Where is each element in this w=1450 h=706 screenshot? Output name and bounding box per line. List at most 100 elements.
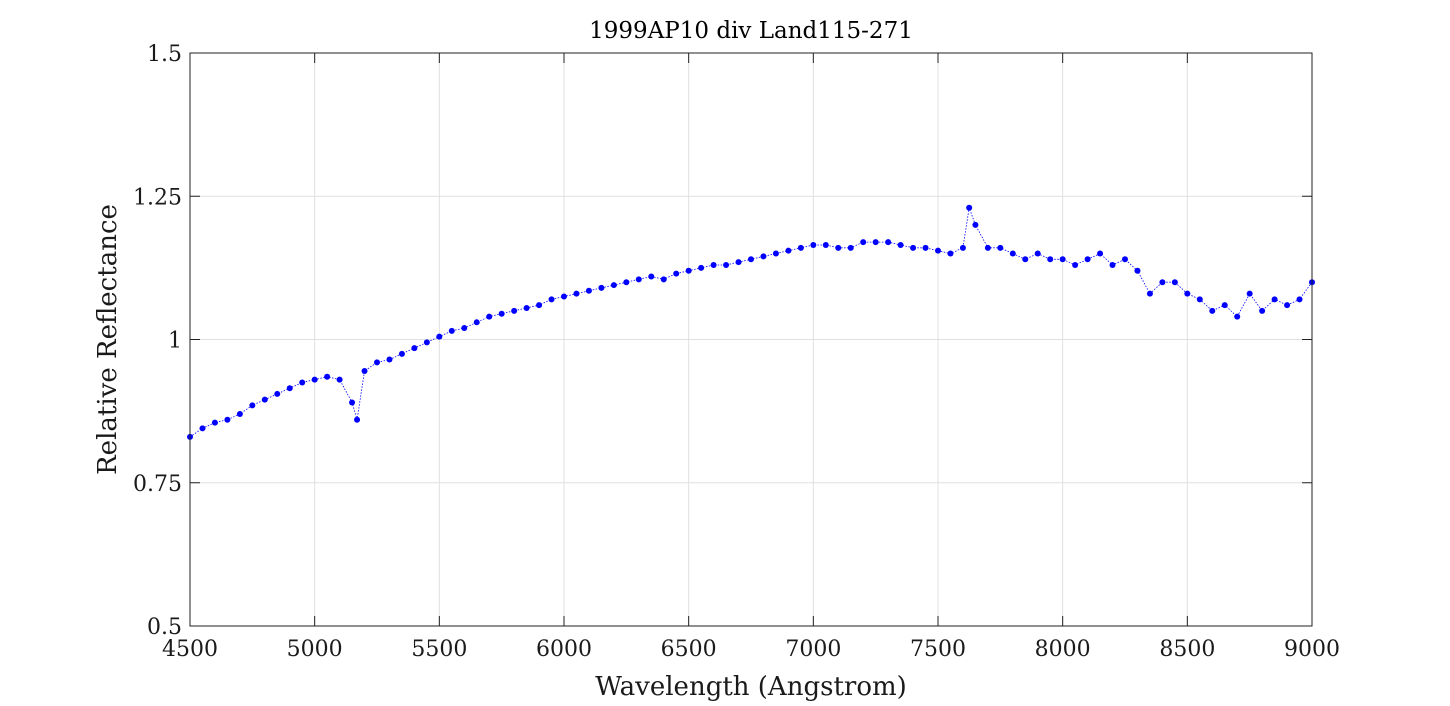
- data-point: [436, 333, 443, 340]
- y-axis-label: Relative Reflectance: [93, 204, 123, 475]
- data-point: [673, 270, 680, 277]
- data-point: [261, 396, 268, 403]
- data-point: [1122, 256, 1128, 263]
- data-point: [199, 425, 206, 432]
- data-point: [585, 287, 592, 294]
- data-point: [1209, 307, 1216, 314]
- y-tick-label: 1: [168, 329, 182, 354]
- data-point: [760, 253, 767, 260]
- data-point: [1246, 290, 1253, 297]
- x-tick-label: 6000: [536, 637, 592, 662]
- data-point: [1184, 290, 1191, 297]
- data-point: [423, 339, 430, 346]
- data-point: [386, 356, 393, 363]
- data-point: [349, 399, 356, 406]
- data-point: [1221, 302, 1228, 309]
- data-point: [897, 241, 904, 248]
- data-point: [623, 279, 630, 286]
- data-point: [935, 247, 941, 254]
- data-point: [785, 247, 792, 254]
- data-point: [548, 296, 555, 303]
- data-point: [1034, 250, 1041, 257]
- data-point: [635, 276, 642, 283]
- data-point: [286, 385, 293, 392]
- data-point: [910, 244, 917, 251]
- grid-lines: [189, 52, 1313, 627]
- data-point: [1234, 313, 1241, 320]
- data-point: [1047, 256, 1054, 263]
- x-axis-label: Wavelength (Angstrom): [595, 672, 907, 702]
- data-point: [772, 250, 779, 257]
- data-point: [1146, 290, 1153, 297]
- data-point: [1084, 256, 1091, 263]
- data-point: [411, 345, 418, 352]
- data-point: [561, 293, 567, 300]
- x-tick-label: 7500: [910, 637, 966, 662]
- data-point: [1059, 256, 1066, 263]
- axis-ticks: 4500 5000 5500 6000 6500 7000 7500 8000 8500 9000…: [133, 42, 1340, 662]
- data-point: [1072, 262, 1079, 269]
- x-tick-label: 4500: [162, 637, 218, 662]
- data-point: [710, 262, 717, 269]
- data-point: [847, 244, 854, 251]
- data-point: [573, 290, 580, 297]
- data-point: [984, 244, 991, 251]
- data-point: [448, 327, 455, 334]
- data-point: [511, 307, 518, 314]
- x-tick-label: 5000: [287, 637, 343, 662]
- data-point: [1171, 279, 1178, 286]
- data-point: [324, 373, 331, 380]
- data-point: [1109, 262, 1116, 269]
- data-point: [398, 350, 405, 357]
- data-point: [922, 244, 929, 251]
- data-point: [354, 416, 361, 423]
- data-point: [698, 264, 705, 271]
- data-point: [997, 244, 1004, 251]
- data-point: [810, 241, 817, 248]
- data-point: [1296, 296, 1303, 303]
- x-tick-label: 7000: [785, 637, 841, 662]
- data-point: [299, 379, 306, 386]
- data-point: [1097, 250, 1104, 257]
- data-point: [885, 239, 892, 246]
- data-point: [598, 284, 605, 291]
- data-point: [336, 376, 343, 383]
- data-point: [872, 239, 879, 246]
- data-point: [972, 221, 979, 228]
- y-tick-label: 0.75: [133, 472, 182, 497]
- data-point: [959, 244, 966, 251]
- y-tick-label: 0.5: [147, 615, 182, 640]
- data-point: [1022, 256, 1029, 263]
- data-point: [249, 402, 256, 409]
- data-point: [211, 419, 218, 426]
- data-point: [723, 262, 730, 269]
- data-point: [498, 310, 505, 317]
- data-point: [486, 313, 493, 320]
- data-point: [311, 376, 318, 383]
- data-point: [660, 276, 667, 283]
- x-tick-label: 8500: [1159, 637, 1215, 662]
- data-point: [1009, 250, 1016, 257]
- x-tick-label: 6500: [661, 637, 717, 662]
- x-tick-label: 5500: [411, 637, 467, 662]
- data-point: [748, 256, 754, 263]
- data-point: [797, 244, 804, 251]
- data-point: [1259, 307, 1266, 314]
- data-point: [224, 416, 231, 423]
- data-point: [1134, 267, 1141, 274]
- data-point: [461, 325, 468, 332]
- x-tick-label: 9000: [1284, 637, 1340, 662]
- data-point: [685, 267, 692, 274]
- data-point: [1196, 296, 1203, 303]
- data-point: [1271, 296, 1278, 303]
- data-point: [236, 410, 243, 417]
- data-point: [361, 368, 368, 375]
- data-point: [966, 204, 973, 211]
- series-line: [189, 207, 1313, 438]
- data-point: [860, 239, 867, 246]
- data-point: [648, 273, 655, 280]
- data-series: [187, 204, 1315, 440]
- data-point: [374, 359, 380, 366]
- data-point: [1284, 302, 1291, 309]
